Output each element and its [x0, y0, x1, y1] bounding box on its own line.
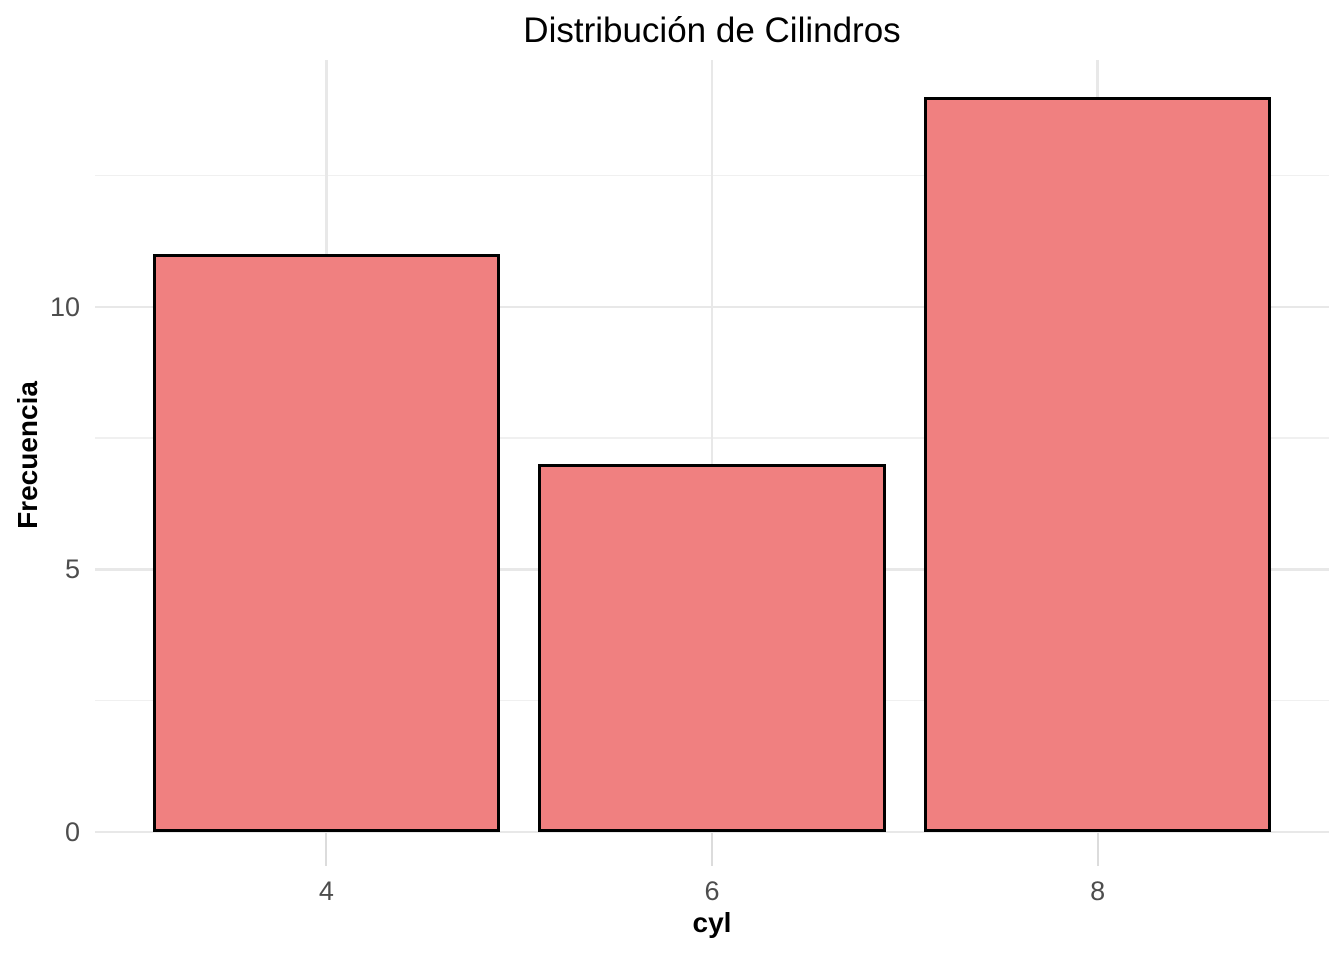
y-axis-title: Frecuencia [12, 381, 43, 529]
x-axis-tick [711, 833, 713, 866]
x-axis-title: cyl [692, 907, 732, 938]
x-axis-tick [1096, 833, 1099, 866]
x-tick-label: 6 [704, 876, 720, 906]
x-axis-tick [325, 833, 328, 866]
plot-panel [95, 60, 1329, 834]
y-tick-label: 0 [64, 817, 80, 847]
chart-title: Distribución de Cilindros [523, 11, 901, 50]
x-tick-label: 4 [318, 876, 334, 906]
bar-cyl-4 [152, 254, 500, 832]
y-gridline-major [95, 830, 1329, 834]
x-tick-label: 8 [1090, 876, 1106, 906]
bar-cyl-8 [924, 96, 1272, 832]
y-tick-label: 10 [49, 291, 80, 322]
bar-cyl-6 [538, 464, 886, 832]
y-tick-label: 5 [64, 554, 80, 585]
x-gridline-major [710, 60, 714, 832]
